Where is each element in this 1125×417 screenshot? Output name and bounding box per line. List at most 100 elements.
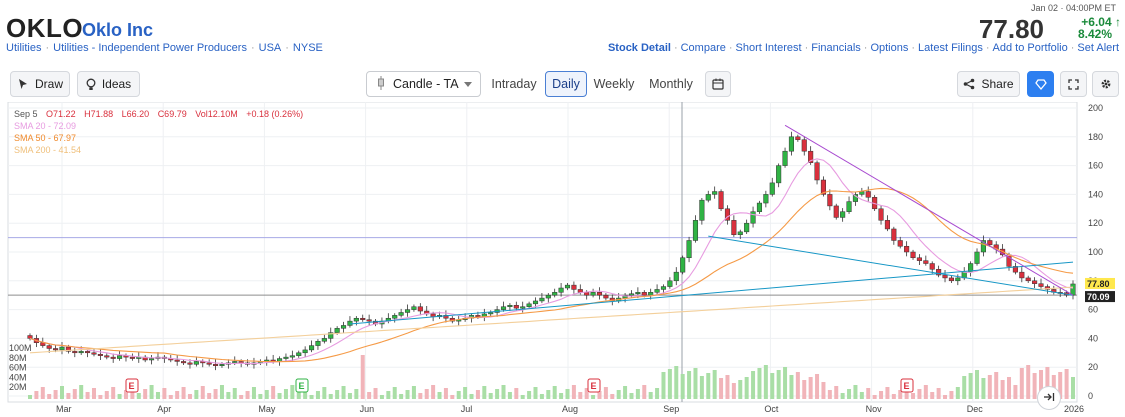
volume-bar xyxy=(53,390,58,399)
candle-body xyxy=(117,355,123,359)
interval-monthly[interactable]: Monthly xyxy=(649,77,693,91)
volume-bar xyxy=(431,385,436,399)
candle-body xyxy=(705,194,711,201)
volume-bar xyxy=(315,391,320,399)
candle-body xyxy=(392,315,398,319)
y-tick-label: 0 xyxy=(1088,391,1093,401)
link-set-alert[interactable]: Set Alert xyxy=(1077,42,1119,54)
candle-body xyxy=(859,191,865,195)
volume-bar xyxy=(322,387,327,399)
volume-bar xyxy=(66,393,71,399)
up-arrow-icon: ↑ xyxy=(1115,15,1121,29)
volume-bar xyxy=(552,386,557,399)
volume-bar xyxy=(155,392,160,399)
volume-bar xyxy=(392,387,397,399)
volume-bar xyxy=(117,394,122,399)
breadcrumb-industry[interactable]: Utilities - Independent Power Producers xyxy=(53,42,247,54)
candle-body xyxy=(955,277,961,282)
volume-bar xyxy=(527,391,532,399)
volume-bar xyxy=(181,387,186,399)
volume-bar xyxy=(968,373,973,399)
calendar-button[interactable] xyxy=(705,71,731,97)
volume-bar xyxy=(719,378,724,399)
link-options[interactable]: Options xyxy=(870,42,909,54)
volume-bar xyxy=(987,375,992,399)
link-short-interest[interactable]: Short Interest xyxy=(735,42,802,54)
volume-bar xyxy=(40,387,45,399)
chart-svg[interactable]: 020406080100120140160180200MarAprMayJunJ… xyxy=(0,102,1125,417)
price-chart[interactable]: 020406080100120140160180200MarAprMayJunJ… xyxy=(0,102,1125,417)
candle-body xyxy=(699,199,705,221)
candle-body xyxy=(353,317,359,322)
candle-body xyxy=(686,240,692,259)
volume-bar xyxy=(680,374,685,399)
volume-bar xyxy=(898,390,903,399)
y-tick-label: 180 xyxy=(1088,132,1103,142)
link-add-to-portfolio[interactable]: Add to Portfolio xyxy=(992,42,1068,54)
link-latest-filings[interactable]: Latest Filings xyxy=(918,42,983,54)
volume-bar xyxy=(802,380,807,399)
candle-body xyxy=(500,306,507,310)
volume-bar xyxy=(347,393,352,399)
candle-body xyxy=(308,345,315,351)
ideas-button[interactable]: Ideas xyxy=(77,71,140,97)
link-stock-detail[interactable]: Stock Detail xyxy=(607,42,671,54)
volume-bar xyxy=(571,385,576,399)
volume-bar xyxy=(469,394,474,399)
candle-body xyxy=(206,362,212,365)
volume-bar xyxy=(603,387,608,399)
premium-button[interactable] xyxy=(1027,71,1054,97)
link-compare[interactable]: Compare xyxy=(680,42,726,54)
scroll-to-latest-button[interactable] xyxy=(1037,386,1061,410)
volume-bar xyxy=(981,378,986,399)
candle-body xyxy=(590,292,596,296)
volume-bar xyxy=(232,388,237,399)
price-change: +6.04 ↑ 8.42% xyxy=(1078,16,1121,40)
legend-date: Sep 5 xyxy=(14,109,38,119)
candles-group xyxy=(27,131,1076,371)
chart-type-select[interactable]: Candle - TA xyxy=(366,71,481,97)
volume-bar xyxy=(456,391,461,399)
volume-bar xyxy=(175,391,180,399)
change-absolute: +6.04 xyxy=(1081,15,1112,29)
last-price-label-bg xyxy=(1085,277,1115,289)
candle-body xyxy=(660,286,667,290)
candle-body xyxy=(59,346,65,351)
interval-intraday[interactable]: Intraday xyxy=(491,77,537,91)
volume-bar xyxy=(635,389,640,399)
volume-bar xyxy=(341,386,346,399)
arrow-right-end-icon xyxy=(1043,389,1055,407)
company-name[interactable]: Oklo Inc xyxy=(82,20,154,40)
volume-bar xyxy=(584,388,589,399)
volume-bar xyxy=(789,375,794,399)
chart-legend: Sep 5 O71.22 H71.88 L66.20 C69.79 Vol12.… xyxy=(14,108,309,156)
candle-body xyxy=(891,228,897,241)
volume-bar xyxy=(463,387,468,399)
volume-bar xyxy=(187,394,192,399)
breadcrumb-exchange[interactable]: NYSE xyxy=(292,42,323,54)
candle-body xyxy=(923,260,929,264)
settings-button[interactable] xyxy=(1092,71,1119,97)
candle-body xyxy=(680,257,686,273)
volume-bar xyxy=(482,386,487,399)
sma50-line xyxy=(29,187,1074,363)
volume-bar xyxy=(1032,373,1037,399)
volume-bar xyxy=(264,390,269,399)
x-tick-label: Oct xyxy=(764,404,779,414)
volume-bar xyxy=(616,390,621,399)
link-financials[interactable]: Financials xyxy=(811,42,861,54)
candle-body xyxy=(1019,271,1025,279)
candle-body xyxy=(942,274,948,279)
y-tick-label: 200 xyxy=(1088,103,1103,113)
interval-daily[interactable]: Daily xyxy=(545,71,587,97)
breadcrumb-country[interactable]: USA xyxy=(258,42,282,54)
candle-body xyxy=(520,306,526,309)
x-tick-label: Jun xyxy=(360,404,375,414)
draw-button[interactable]: Draw xyxy=(10,71,70,97)
interval-weekly[interactable]: Weekly xyxy=(593,77,635,91)
breadcrumb-sector[interactable]: Utilities xyxy=(6,42,42,54)
share-button[interactable]: Share xyxy=(957,71,1020,97)
volume-bar xyxy=(149,385,154,399)
volume-bar xyxy=(546,390,551,399)
fullscreen-button[interactable] xyxy=(1060,71,1087,97)
